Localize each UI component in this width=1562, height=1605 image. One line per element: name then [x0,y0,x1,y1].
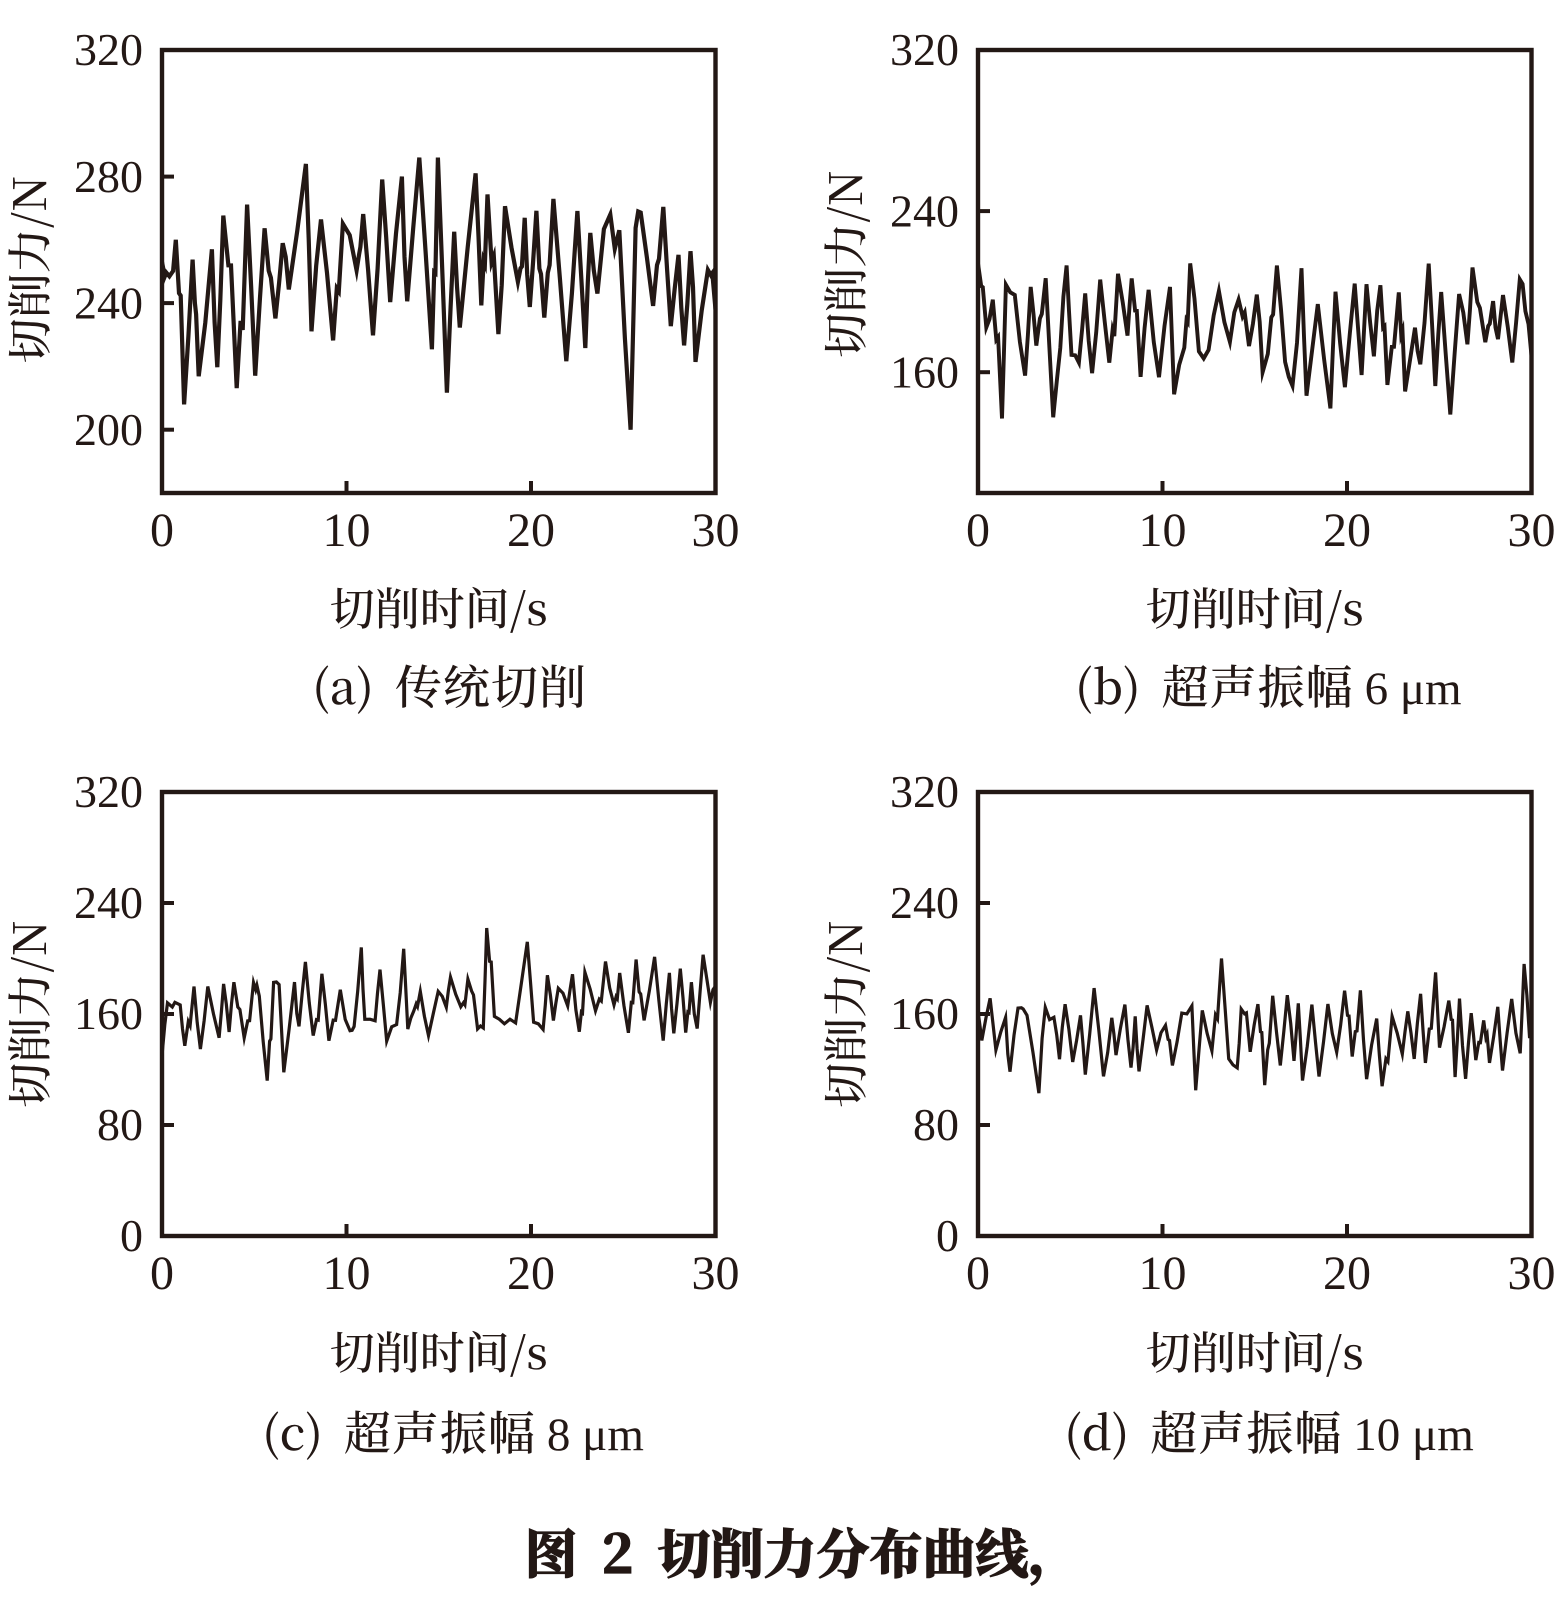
svg-text:80: 80 [97,1099,143,1150]
svg-text:80: 80 [913,1099,959,1150]
svg-text:320: 320 [74,766,143,817]
svg-text:10 μm: 10 μm [1353,1409,1474,1461]
svg-text:0: 0 [150,504,174,557]
svg-text:240: 240 [890,877,959,928]
svg-text:6 μm: 6 μm [1365,663,1462,715]
svg-text:280: 280 [74,151,143,202]
svg-text:10: 10 [323,504,371,557]
svg-text:0: 0 [150,1247,174,1300]
svg-text:30: 30 [1508,504,1556,557]
svg-text:0: 0 [936,1210,959,1261]
svg-text:160: 160 [890,988,959,1039]
svg-text:30: 30 [692,504,740,557]
svg-text:10: 10 [323,1247,371,1300]
svg-text:30: 30 [1508,1247,1556,1300]
svg-text:320: 320 [890,24,959,75]
svg-text:0: 0 [120,1210,143,1261]
svg-text:20: 20 [1323,1247,1371,1300]
svg-text:320: 320 [890,766,959,817]
svg-text:20: 20 [507,504,555,557]
svg-text:200: 200 [74,404,143,455]
svg-text:240: 240 [74,877,143,928]
svg-text:160: 160 [74,988,143,1039]
svg-text:0: 0 [966,1247,990,1300]
svg-text:30: 30 [692,1247,740,1300]
svg-text:240: 240 [74,277,143,328]
svg-text:240: 240 [890,185,959,236]
svg-text:8 μm: 8 μm [547,1409,644,1461]
svg-text:0: 0 [966,504,990,557]
svg-text:320: 320 [74,24,143,75]
svg-text:160: 160 [890,346,959,397]
svg-text:10: 10 [1139,504,1187,557]
svg-text:10: 10 [1139,1247,1187,1300]
svg-text:20: 20 [1323,504,1371,557]
svg-text:20: 20 [507,1247,555,1300]
